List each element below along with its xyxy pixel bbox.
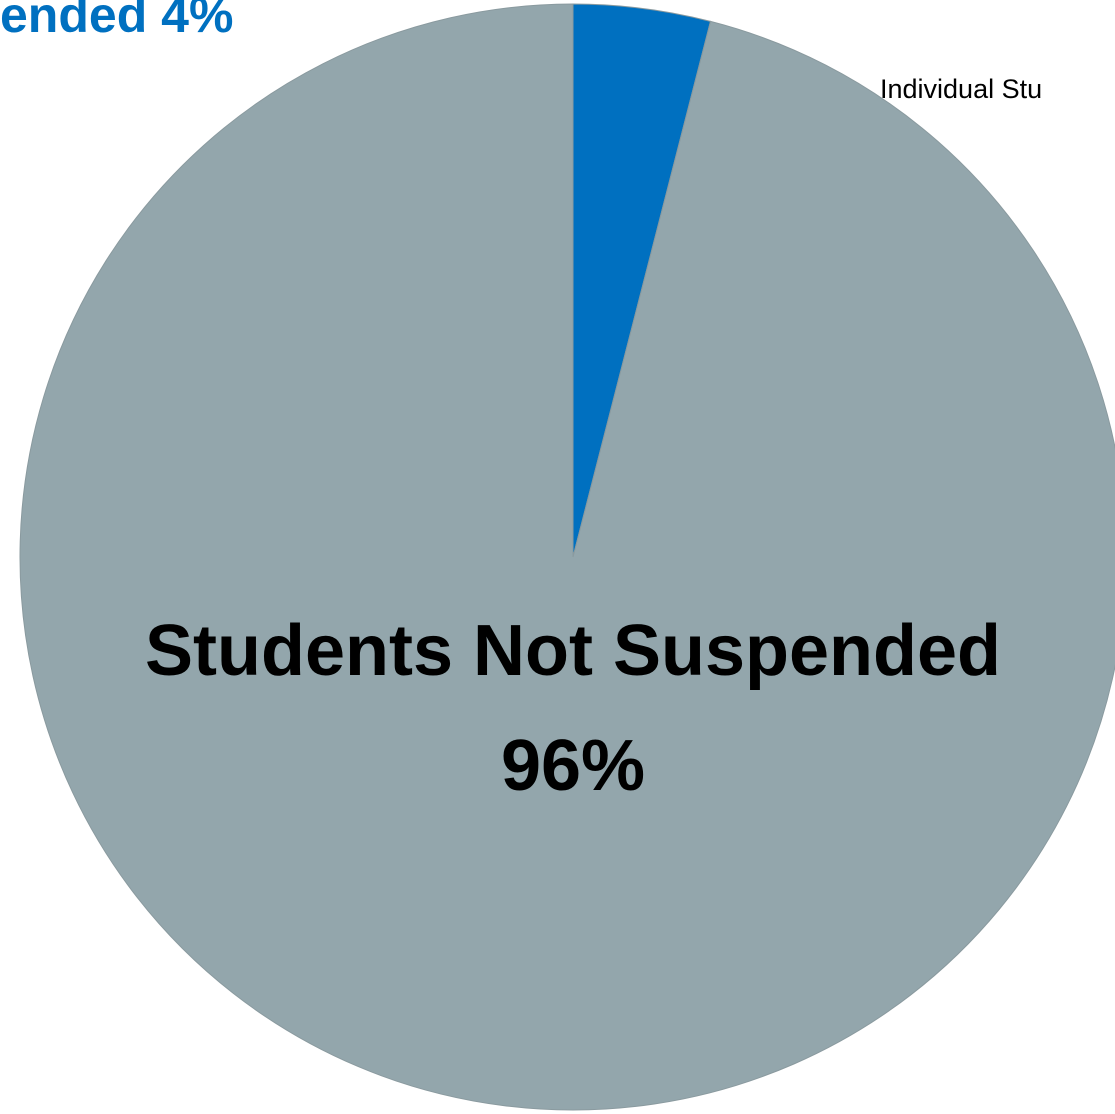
annotation-individual-students: Individual Stu: [880, 74, 1042, 104]
slice-label-not-suspended: Students Not Suspended: [145, 611, 1001, 691]
pie-slice-not-suspended: [19, 3, 1115, 1111]
slice-label-suspended: ended 4%: [0, 0, 233, 43]
pie-slices: [19, 3, 1115, 1111]
slice-percent-not-suspended: 96%: [501, 726, 645, 806]
